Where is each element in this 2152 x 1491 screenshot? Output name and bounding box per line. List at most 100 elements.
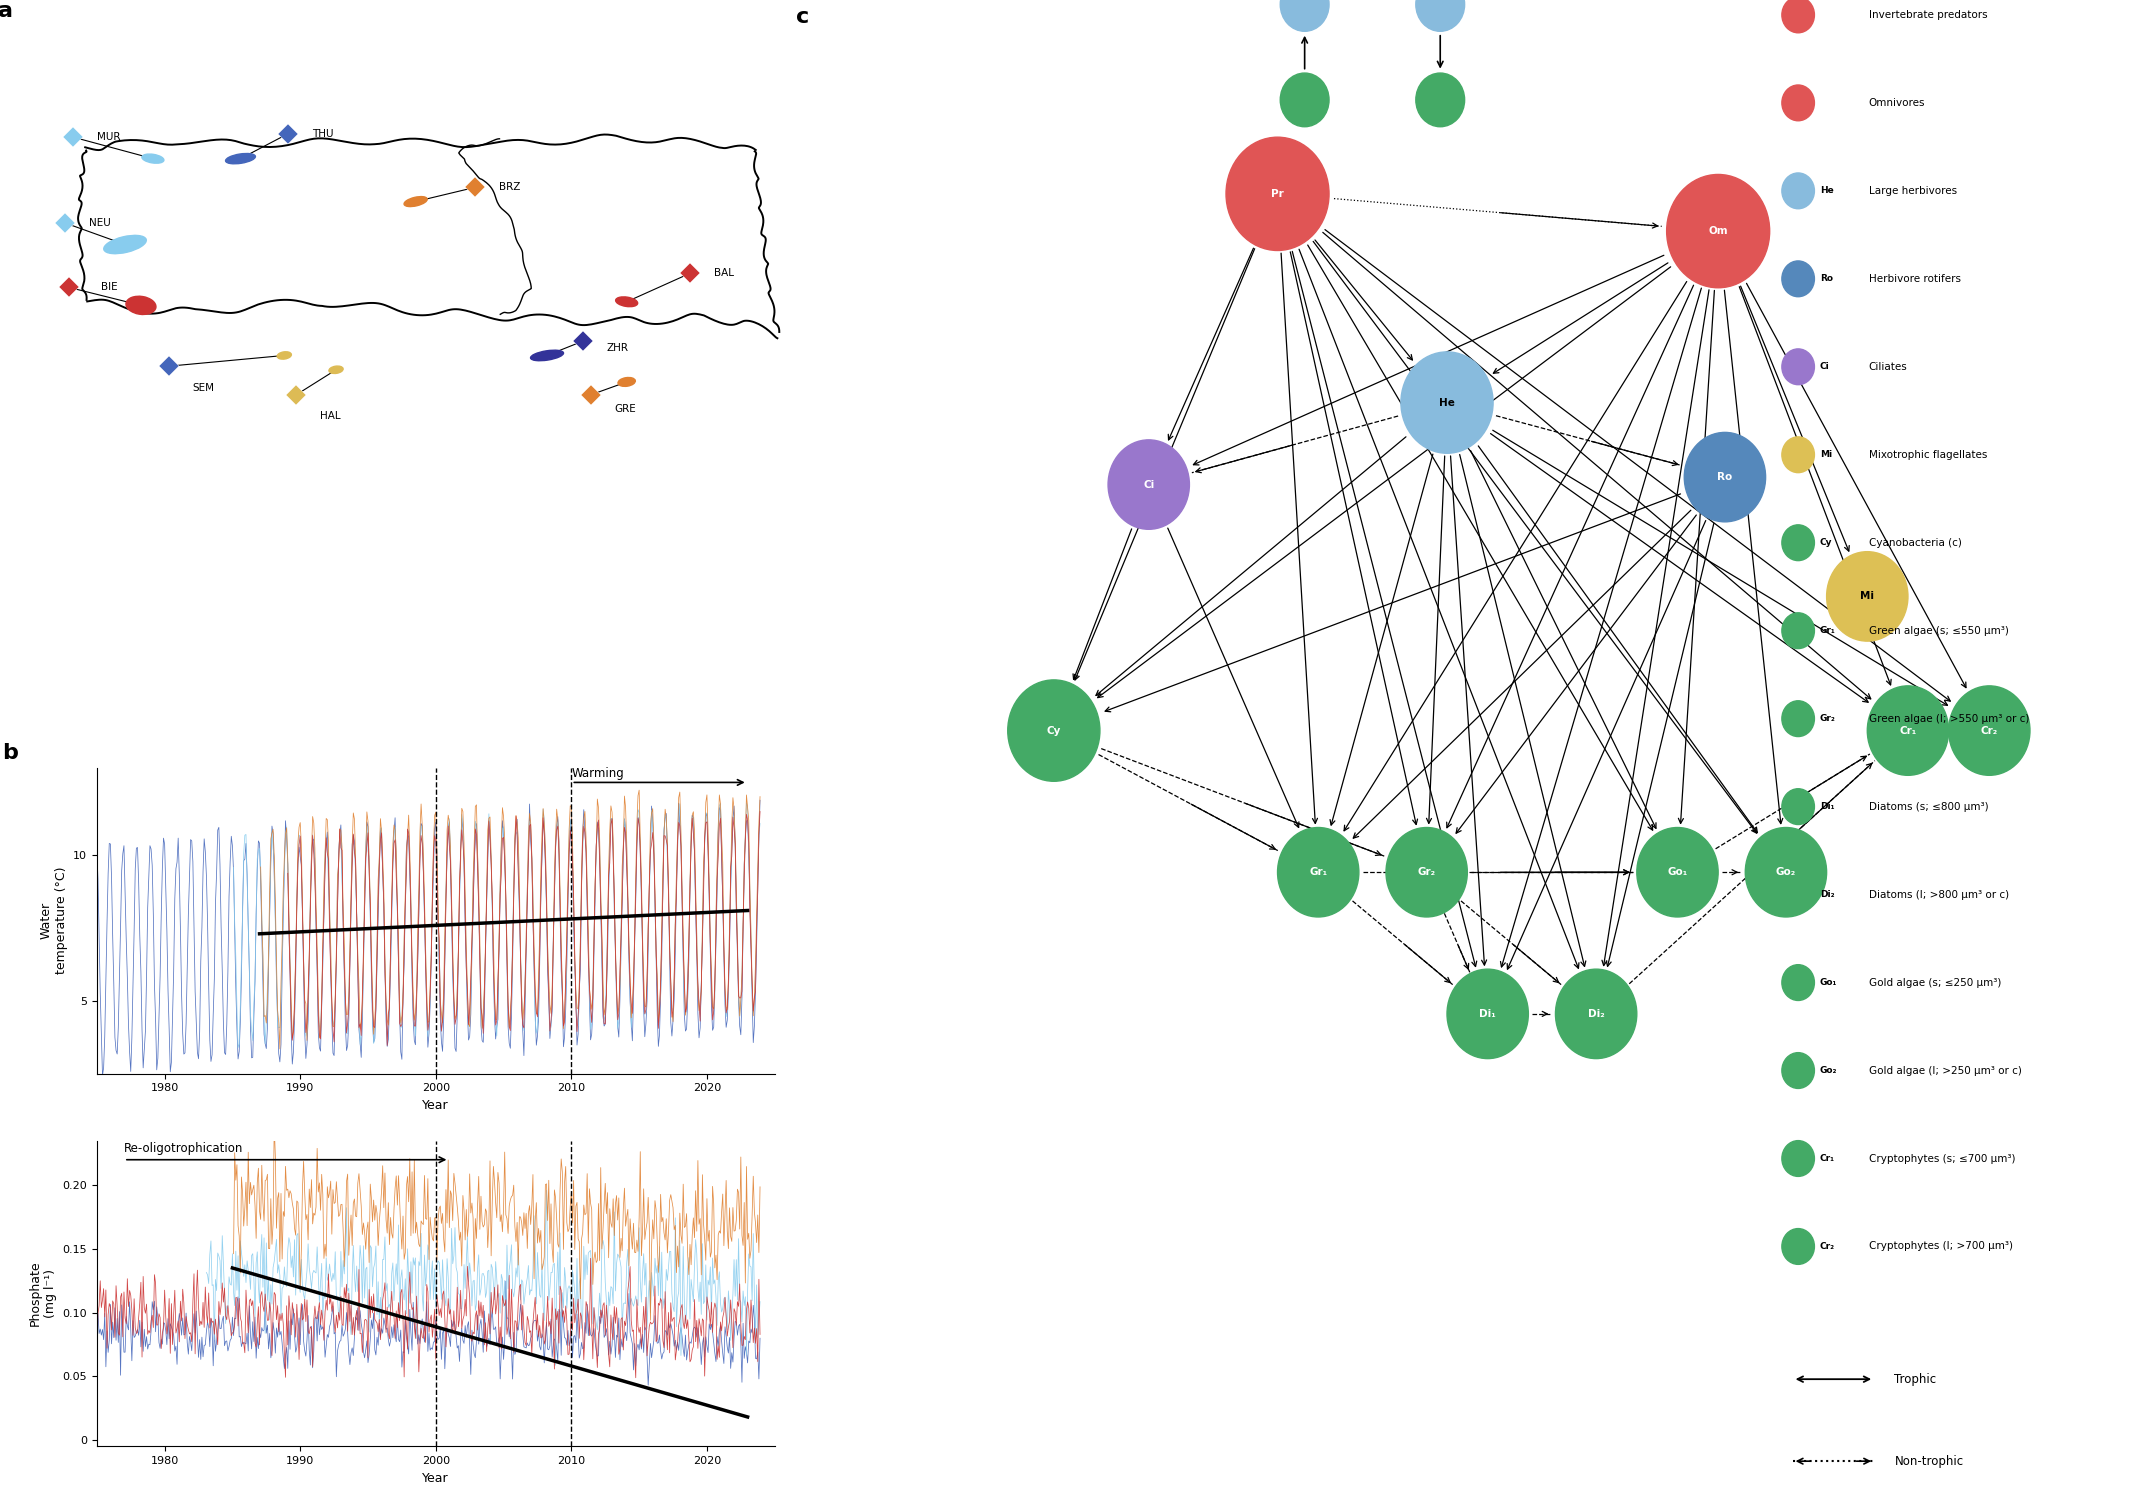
Text: NEU: NEU bbox=[88, 218, 112, 228]
Text: Om: Om bbox=[1821, 98, 1838, 107]
Text: Di₁: Di₁ bbox=[1821, 802, 1834, 811]
Text: Warming: Warming bbox=[572, 766, 624, 780]
Ellipse shape bbox=[278, 352, 291, 359]
Ellipse shape bbox=[615, 297, 637, 307]
Circle shape bbox=[1416, 0, 1466, 31]
Ellipse shape bbox=[127, 297, 155, 315]
Text: Invertebrate predators: Invertebrate predators bbox=[1868, 10, 1986, 19]
Text: SEM: SEM bbox=[194, 383, 215, 392]
Text: Cr₂: Cr₂ bbox=[1980, 726, 1997, 735]
Text: Go₁: Go₁ bbox=[1821, 978, 1838, 987]
Text: BIE: BIE bbox=[101, 282, 118, 292]
Circle shape bbox=[1416, 73, 1466, 127]
Text: Re-oligotrophication: Re-oligotrophication bbox=[125, 1142, 243, 1154]
Text: He: He bbox=[1440, 398, 1455, 407]
Circle shape bbox=[1782, 877, 1814, 912]
Circle shape bbox=[1782, 173, 1814, 209]
Text: Cr₂: Cr₂ bbox=[1821, 1242, 1836, 1251]
Text: Cyanobacteria (c): Cyanobacteria (c) bbox=[1868, 538, 1960, 547]
Text: Cr₁: Cr₁ bbox=[1900, 726, 1917, 735]
Text: THU: THU bbox=[312, 128, 334, 139]
Circle shape bbox=[1386, 828, 1468, 917]
Text: Cy: Cy bbox=[1046, 726, 1061, 735]
Circle shape bbox=[1556, 969, 1638, 1059]
Text: Cryptophytes (l; >700 μm³): Cryptophytes (l; >700 μm³) bbox=[1868, 1242, 2012, 1251]
Text: Ci: Ci bbox=[1143, 480, 1153, 489]
Circle shape bbox=[1007, 680, 1100, 781]
Text: Pr: Pr bbox=[1821, 10, 1831, 19]
Text: b: b bbox=[2, 744, 17, 763]
Circle shape bbox=[1278, 828, 1358, 917]
Text: Go₂: Go₂ bbox=[1821, 1066, 1838, 1075]
Text: Go₂: Go₂ bbox=[1775, 868, 1797, 877]
X-axis label: Year: Year bbox=[422, 1472, 450, 1485]
Text: Ro: Ro bbox=[1717, 473, 1732, 482]
Text: Gr₂: Gr₂ bbox=[1821, 714, 1836, 723]
Text: Mixotrophic flagellates: Mixotrophic flagellates bbox=[1868, 450, 1986, 459]
Text: Cryptophytes (s; ≤700 μm³): Cryptophytes (s; ≤700 μm³) bbox=[1868, 1154, 2014, 1163]
Circle shape bbox=[1868, 686, 1950, 775]
Circle shape bbox=[1782, 525, 1814, 561]
Text: Herbivore rotifers: Herbivore rotifers bbox=[1868, 274, 1960, 283]
Circle shape bbox=[1782, 261, 1814, 297]
Ellipse shape bbox=[618, 377, 635, 386]
Text: BRZ: BRZ bbox=[499, 182, 521, 192]
Circle shape bbox=[1666, 174, 1769, 288]
Circle shape bbox=[1782, 613, 1814, 649]
Text: Go₁: Go₁ bbox=[1668, 868, 1687, 877]
Text: Gr₂: Gr₂ bbox=[1418, 868, 1435, 877]
Circle shape bbox=[1782, 965, 1814, 1000]
Text: c: c bbox=[796, 7, 809, 27]
Ellipse shape bbox=[226, 154, 256, 164]
Text: a: a bbox=[0, 1, 13, 21]
Text: Di₁: Di₁ bbox=[1478, 1009, 1496, 1018]
Text: Diatoms (l; >800 μm³ or c): Diatoms (l; >800 μm³ or c) bbox=[1868, 890, 2008, 899]
Text: Green algae (s; ≤550 μm³): Green algae (s; ≤550 μm³) bbox=[1868, 626, 2008, 635]
Text: Ciliates: Ciliates bbox=[1868, 362, 1907, 371]
Text: Di₂: Di₂ bbox=[1588, 1009, 1605, 1018]
Circle shape bbox=[1446, 969, 1528, 1059]
Ellipse shape bbox=[329, 367, 342, 373]
Circle shape bbox=[1280, 73, 1330, 127]
Text: Pr: Pr bbox=[1272, 189, 1285, 198]
Text: MUR: MUR bbox=[97, 133, 121, 142]
Text: Di₂: Di₂ bbox=[1821, 890, 1834, 899]
X-axis label: Year: Year bbox=[422, 1099, 450, 1112]
Circle shape bbox=[1782, 701, 1814, 737]
Circle shape bbox=[1782, 0, 1814, 33]
Circle shape bbox=[1782, 1141, 1814, 1176]
Text: Ro: Ro bbox=[1821, 274, 1834, 283]
Text: Gold algae (l; >250 μm³ or c): Gold algae (l; >250 μm³ or c) bbox=[1868, 1066, 2021, 1075]
Text: Gr₁: Gr₁ bbox=[1308, 868, 1328, 877]
Circle shape bbox=[1685, 432, 1765, 522]
Circle shape bbox=[1782, 1053, 1814, 1088]
Text: Trophic: Trophic bbox=[1894, 1373, 1937, 1385]
Ellipse shape bbox=[405, 197, 428, 207]
Circle shape bbox=[1782, 1229, 1814, 1264]
Text: Cy: Cy bbox=[1821, 538, 1831, 547]
Circle shape bbox=[1745, 828, 1827, 917]
Text: Gr₁: Gr₁ bbox=[1821, 626, 1836, 635]
Y-axis label: Phosphate
(mg l⁻¹): Phosphate (mg l⁻¹) bbox=[28, 1260, 56, 1327]
Text: Non-trophic: Non-trophic bbox=[1894, 1455, 1963, 1467]
Text: Diatoms (s; ≤800 μm³): Diatoms (s; ≤800 μm³) bbox=[1868, 802, 1988, 811]
Circle shape bbox=[1638, 828, 1717, 917]
Circle shape bbox=[1280, 0, 1330, 31]
Text: Large herbivores: Large herbivores bbox=[1868, 186, 1956, 195]
Text: Cr₁: Cr₁ bbox=[1821, 1154, 1836, 1163]
Text: He: He bbox=[1821, 186, 1834, 195]
Ellipse shape bbox=[103, 236, 146, 253]
Text: GRE: GRE bbox=[615, 404, 637, 414]
Ellipse shape bbox=[142, 154, 164, 163]
Text: HAL: HAL bbox=[321, 412, 340, 422]
Text: Mi: Mi bbox=[1859, 592, 1874, 601]
Circle shape bbox=[1782, 437, 1814, 473]
Text: BAL: BAL bbox=[714, 268, 734, 279]
Circle shape bbox=[1401, 352, 1493, 453]
Circle shape bbox=[1950, 686, 2029, 775]
Ellipse shape bbox=[532, 350, 564, 361]
Circle shape bbox=[1782, 789, 1814, 825]
Text: Omnivores: Omnivores bbox=[1868, 98, 1926, 107]
Circle shape bbox=[1827, 552, 1909, 641]
Circle shape bbox=[1108, 440, 1190, 529]
